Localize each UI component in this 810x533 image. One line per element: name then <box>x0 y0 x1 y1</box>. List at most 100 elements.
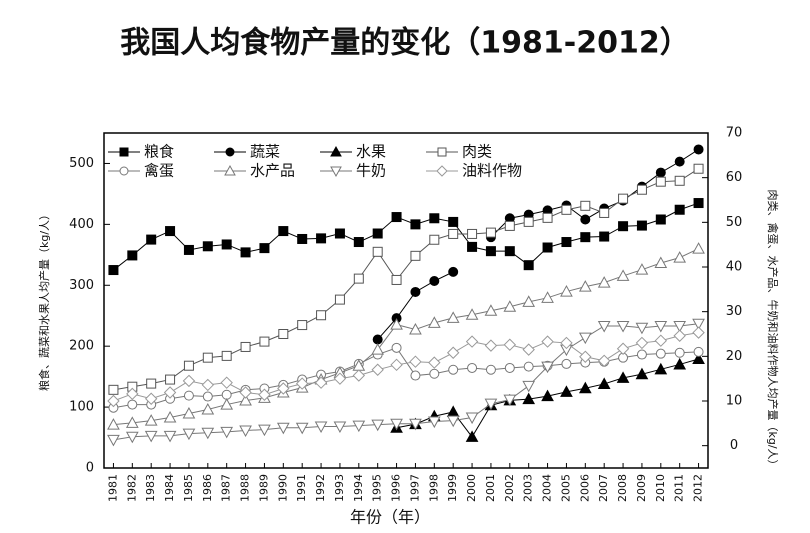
series-line <box>377 149 699 340</box>
marker <box>522 380 536 393</box>
marker <box>484 339 498 352</box>
x-tick-label: 1991 <box>295 474 308 502</box>
marker <box>578 332 592 345</box>
marker <box>674 204 685 215</box>
x-tick-label: 1983 <box>144 474 157 502</box>
marker <box>220 376 233 389</box>
chart-title: 我国人均食物产量的变化（1981-2012） <box>120 26 689 61</box>
marker <box>541 389 554 402</box>
marker <box>277 382 290 395</box>
marker <box>410 250 421 261</box>
marker <box>146 234 157 245</box>
marker <box>297 320 308 331</box>
y2-tick-label: 0 <box>730 438 738 453</box>
marker <box>314 376 328 389</box>
x-tick-label: 1992 <box>314 474 327 502</box>
y-tick-label: 200 <box>69 339 94 354</box>
x-tick-label: 2012 <box>692 474 705 502</box>
marker <box>654 256 668 268</box>
marker <box>427 316 441 328</box>
marker <box>182 406 196 419</box>
y2-tick-label: 20 <box>726 349 743 364</box>
marker <box>409 355 422 368</box>
marker <box>561 358 572 369</box>
marker <box>353 237 364 248</box>
marker <box>278 226 289 237</box>
marker <box>597 354 611 368</box>
marker <box>616 371 630 383</box>
marker <box>560 285 573 297</box>
marker <box>429 234 440 245</box>
x-tick-label: 1994 <box>352 474 365 502</box>
marker <box>618 193 629 204</box>
marker <box>202 241 213 252</box>
marker <box>297 233 308 244</box>
y2-tick-label: 10 <box>726 394 743 409</box>
marker <box>561 204 572 215</box>
marker <box>448 364 459 375</box>
y-tick-label: 300 <box>69 278 94 293</box>
marker <box>467 241 478 252</box>
marker <box>201 378 215 392</box>
marker <box>333 372 347 385</box>
marker <box>578 280 592 292</box>
marker <box>635 322 649 335</box>
marker <box>541 361 554 374</box>
marker <box>674 175 685 186</box>
marker <box>391 342 402 353</box>
marker <box>654 334 668 347</box>
marker <box>334 294 345 305</box>
marker <box>579 350 592 363</box>
marker <box>465 335 479 348</box>
x-tick-label: 2007 <box>597 474 610 502</box>
marker <box>353 273 364 284</box>
marker <box>316 233 327 244</box>
marker <box>674 347 685 358</box>
marker <box>107 418 120 430</box>
marker <box>560 336 573 350</box>
x-tick-label: 2008 <box>616 474 629 502</box>
marker <box>316 310 327 321</box>
marker <box>295 377 309 390</box>
y2-axis-title: 肉类、禽蛋、水产品、牛奶和油料作物人均产量（kg/人） <box>766 189 780 470</box>
marker <box>240 247 251 258</box>
marker <box>390 358 403 372</box>
marker <box>522 343 535 356</box>
marker <box>372 246 383 257</box>
marker <box>371 363 384 376</box>
marker <box>125 416 139 428</box>
marker <box>437 147 447 157</box>
legend-label: 蔬菜 <box>250 143 280 161</box>
marker <box>561 237 572 248</box>
marker <box>107 394 120 408</box>
x-tick-label: 2006 <box>578 474 591 502</box>
series-line <box>113 248 699 426</box>
marker <box>616 269 630 281</box>
marker <box>163 430 177 443</box>
marker <box>333 421 347 433</box>
marker <box>504 220 515 231</box>
marker <box>371 343 385 355</box>
series-line <box>113 332 699 402</box>
marker <box>446 415 460 428</box>
legend-label: 油料作物 <box>462 162 522 180</box>
marker <box>580 232 591 243</box>
x-tick-label: 1984 <box>163 474 176 502</box>
marker <box>107 434 120 447</box>
marker <box>126 387 139 401</box>
marker <box>484 398 498 411</box>
marker <box>330 166 342 178</box>
marker <box>330 145 342 157</box>
y-tick-label: 400 <box>69 217 94 232</box>
x-tick-label: 2000 <box>465 474 478 502</box>
marker <box>295 422 309 435</box>
marker <box>578 381 592 394</box>
marker <box>239 386 252 399</box>
x-tick-label: 2003 <box>522 474 535 502</box>
marker <box>409 418 422 431</box>
marker <box>597 320 611 333</box>
marker <box>182 374 196 388</box>
legend-label: 粮食 <box>144 143 174 161</box>
marker <box>674 156 685 167</box>
marker <box>523 216 534 227</box>
